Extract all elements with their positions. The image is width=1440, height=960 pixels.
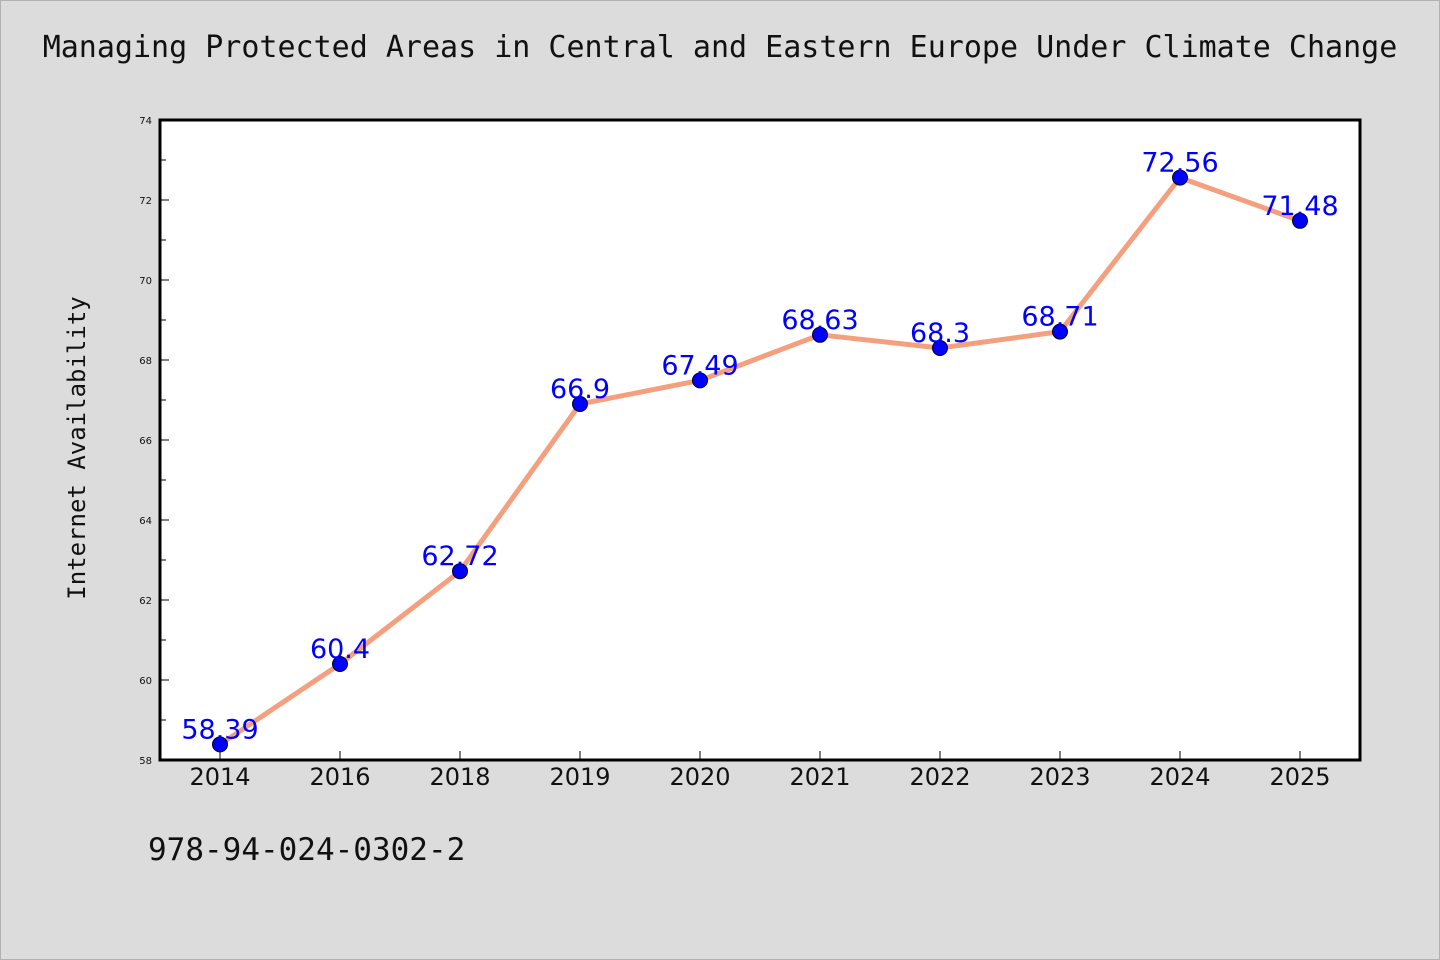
y-tick-label: 64: [139, 516, 152, 527]
x-tick-label: 2024: [1149, 763, 1210, 791]
data-point: [212, 736, 228, 753]
y-tick-label: 60: [139, 676, 152, 687]
data-label: 66.9: [550, 374, 610, 405]
data-point: [692, 372, 708, 389]
y-tick-label: 72: [139, 196, 152, 207]
y-tick-label: 74: [139, 116, 152, 127]
data-point: [332, 656, 348, 672]
data-point: [932, 340, 948, 356]
plot-area: [158, 118, 1362, 762]
isbn-text: 978-94-024-0302-2: [148, 832, 466, 868]
y-axis: 58 60 62 64 66 68 70 72 74: [139, 116, 169, 767]
data-label: 58.39: [181, 714, 258, 745]
data-point: [1292, 212, 1308, 229]
data-point: [1172, 169, 1188, 186]
y-axis-label: Internet Availability: [63, 296, 91, 599]
chart-title: Managing Protected Areas in Central and …: [42, 30, 1398, 65]
data-label: 68.3: [910, 318, 970, 349]
x-tick-label: 2014: [189, 763, 250, 791]
x-tick-label: 2020: [669, 763, 730, 791]
x-tick-label: 2022: [909, 763, 970, 791]
y-tick-label: 62: [139, 596, 152, 607]
data-label: 71.48: [1261, 191, 1338, 222]
y-tick-label: 70: [139, 276, 152, 287]
data-label: 62.72: [421, 541, 498, 572]
y-tick-label: 58: [139, 756, 152, 767]
data-point: [812, 326, 828, 343]
x-tick-label: 2018: [429, 763, 490, 791]
data-label: 60.4: [310, 634, 370, 665]
x-tick-label: 2016: [309, 763, 370, 791]
series-line: [217, 175, 1303, 747]
data-point: [572, 396, 588, 412]
data-label: 68.71: [1021, 302, 1098, 333]
x-tick-label: 2023: [1029, 763, 1090, 791]
x-tick-label: 2019: [549, 763, 610, 791]
series-group: 58.39 60.4 62.72 66.9 67.49 68.63 68.3 68.71 72.…: [181, 148, 1339, 753]
x-tick-label: 2025: [1269, 763, 1330, 791]
x-axis: 2014 2016 2018 2019 2020 2021 2022 2023 2024 2025: [189, 751, 1331, 791]
x-tick-label: 2021: [789, 763, 850, 791]
data-label: 68.63: [781, 305, 858, 336]
y-tick-label: 68: [139, 356, 152, 367]
data-point: [452, 563, 468, 580]
y-tick-label: 66: [139, 436, 152, 447]
data-point: [1052, 323, 1068, 340]
data-label: 67.49: [661, 350, 738, 381]
data-label: 72.56: [1141, 148, 1218, 179]
